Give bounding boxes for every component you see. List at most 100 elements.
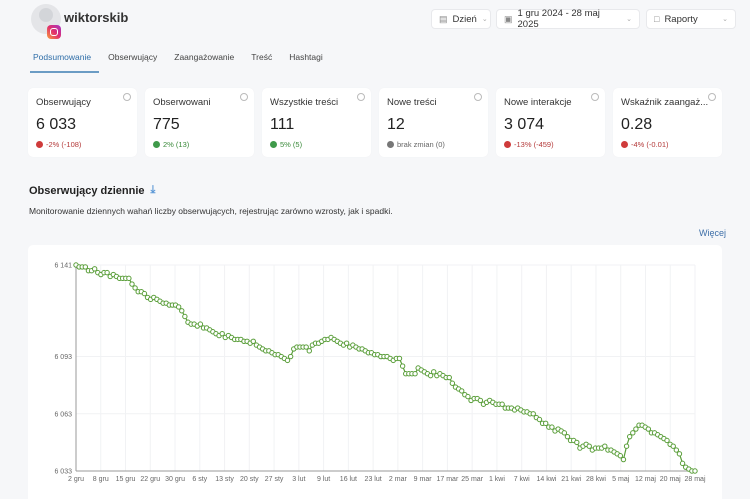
bookmark-icon: □ [654, 14, 660, 24]
reports-label: Raporty [664, 13, 698, 25]
tab-hashtagi[interactable]: Hashtagi [289, 52, 323, 62]
info-icon[interactable] [123, 93, 131, 101]
card-value: 12 [387, 116, 405, 133]
svg-text:5 maj: 5 maj [612, 476, 630, 483]
delta-text: -4% (-0.01) [631, 140, 669, 149]
svg-text:23 lut: 23 lut [365, 476, 382, 483]
svg-text:27 sty: 27 sty [265, 476, 284, 483]
info-icon[interactable] [240, 93, 248, 101]
section-title: Obserwujący dziennie ⤓ [29, 184, 155, 197]
svg-text:7 kwi: 7 kwi [514, 476, 530, 483]
svg-text:20 maj: 20 maj [660, 476, 681, 483]
svg-text:6 141: 6 141 [54, 263, 72, 270]
delta-text: -2% (-108) [46, 140, 82, 149]
info-icon[interactable] [591, 93, 599, 101]
card-delta: 5% (5) [270, 140, 363, 149]
username: wiktorskib [64, 10, 129, 25]
svg-text:15 gru: 15 gru [116, 476, 136, 483]
svg-text:6 063: 6 063 [54, 411, 72, 418]
metric-card-new-interactions[interactable]: Nowe interakcje 3 074 -13% (-459) [496, 88, 605, 157]
svg-text:6 093: 6 093 [54, 354, 72, 361]
info-icon[interactable] [708, 93, 716, 101]
svg-text:17 mar: 17 mar [437, 476, 459, 483]
card-delta: brak zmian (0) [387, 140, 480, 149]
reports-dropdown[interactable]: □ Raporty ⌄ [646, 9, 736, 29]
instagram-icon [47, 25, 61, 39]
granularity-dropdown[interactable]: ▤ Dzień ⌄ [431, 9, 491, 29]
trend-down-icon [621, 141, 628, 148]
card-delta: -2% (-108) [36, 140, 129, 149]
trend-up-icon [270, 141, 277, 148]
date-range-picker[interactable]: ▣ 1 gru 2024 - 28 maj 2025 ⌄ [496, 8, 640, 30]
tab-podsumowanie[interactable]: Podsumowanie [30, 50, 100, 73]
card-title: Obserwowani [153, 97, 211, 108]
svg-text:28 maj: 28 maj [684, 476, 705, 483]
svg-text:3 lut: 3 lut [292, 476, 305, 483]
svg-text:22 gru: 22 gru [140, 476, 160, 483]
trend-up-icon [153, 141, 160, 148]
svg-text:8 gru: 8 gru [93, 476, 109, 483]
tab-zaangazowanie[interactable]: Zaangażowanie [174, 52, 235, 62]
download-icon[interactable]: ⤓ [150, 184, 156, 196]
chevron-down-icon: ⌄ [722, 16, 728, 23]
card-title: Wszystkie treści [270, 97, 339, 108]
trend-neutral-icon [387, 141, 394, 148]
chevron-down-icon: ⌄ [481, 16, 488, 23]
svg-text:14 kwi: 14 kwi [537, 476, 557, 483]
card-delta: -13% (-459) [504, 140, 597, 149]
metric-card-new-content[interactable]: Nowe treści 12 brak zmian (0) [379, 88, 488, 157]
card-title: Nowe treści [387, 97, 437, 108]
svg-text:6 sty: 6 sty [192, 476, 207, 483]
card-value: 111 [270, 116, 295, 133]
svg-text:16 lut: 16 lut [340, 476, 357, 483]
card-value: 3 074 [504, 116, 545, 133]
metric-card-followers[interactable]: Obserwujący 6 033 -2% (-108) [28, 88, 137, 157]
delta-text: 5% (5) [280, 140, 303, 149]
svg-text:13 sty: 13 sty [215, 476, 234, 483]
delta-text: 2% (13) [163, 140, 190, 149]
card-value: 0.28 [621, 116, 653, 133]
card-delta: -4% (-0.01) [621, 140, 714, 149]
svg-text:21 kwi: 21 kwi [561, 476, 581, 483]
svg-text:2 mar: 2 mar [389, 476, 408, 483]
chevron-down-icon: ⌄ [626, 16, 632, 23]
card-value: 775 [153, 116, 180, 133]
svg-text:9 mar: 9 mar [414, 476, 433, 483]
delta-text: brak zmian (0) [397, 140, 445, 149]
metric-card-following[interactable]: Obserwowani 775 2% (13) [145, 88, 254, 157]
date-range-value: 1 gru 2024 - 28 maj 2025 [517, 8, 600, 30]
calendar-icon: ▣ [504, 13, 513, 24]
delta-text: -13% (-459) [514, 140, 554, 149]
svg-text:9 lut: 9 lut [317, 476, 330, 483]
trend-down-icon [504, 141, 511, 148]
svg-text:25 mar: 25 mar [461, 476, 483, 483]
tab-tresc[interactable]: Treść [251, 52, 273, 62]
svg-text:28 kwi: 28 kwi [586, 476, 606, 483]
more-link[interactable]: Więcej [699, 228, 727, 238]
followers-chart: 2 gru 8 gru 15 gru 22 gru 30 gru 6 sty 13 sty 2… [28, 245, 722, 499]
metric-card-engagement-rate[interactable]: Wskaźnik zaangaż... 0.28 -4% (-0.01) [613, 88, 722, 157]
metric-card-all-content[interactable]: Wszystkie treści 111 5% (5) [262, 88, 371, 157]
section-description: Monitorowanie dziennych wahań liczby obs… [29, 206, 393, 216]
card-title: Obserwujący [36, 97, 91, 108]
avatar[interactable] [31, 4, 61, 34]
card-title: Nowe interakcje [504, 97, 572, 108]
card-delta: 2% (13) [153, 140, 246, 149]
svg-text:2 gru: 2 gru [68, 476, 84, 483]
metric-cards: Obserwujący 6 033 -2% (-108) Obserwowani… [28, 88, 722, 157]
card-title: Wskaźnik zaangaż... [621, 97, 709, 108]
info-icon[interactable] [474, 93, 482, 101]
trend-down-icon [36, 141, 43, 148]
svg-text:30 gru: 30 gru [165, 476, 185, 483]
line-chart: 2 gru 8 gru 15 gru 22 gru 30 gru 6 sty 13 sty 2… [54, 262, 706, 483]
card-value: 6 033 [36, 116, 77, 133]
bar-chart-icon: ▤ [439, 13, 448, 24]
info-icon[interactable] [357, 93, 365, 101]
section-title-text: Obserwujący dziennie [29, 184, 145, 197]
tab-bar: Podsumowanie Obserwujący Zaangażowanie T… [30, 50, 337, 73]
top-bar: wiktorskib Podsumowanie Obserwujący Zaan… [0, 0, 750, 73]
svg-text:12 maj: 12 maj [635, 476, 656, 483]
granularity-value: Dzień [452, 13, 477, 25]
tab-obserwujacy[interactable]: Obserwujący [108, 52, 158, 62]
svg-text:1 kwi: 1 kwi [489, 476, 505, 483]
